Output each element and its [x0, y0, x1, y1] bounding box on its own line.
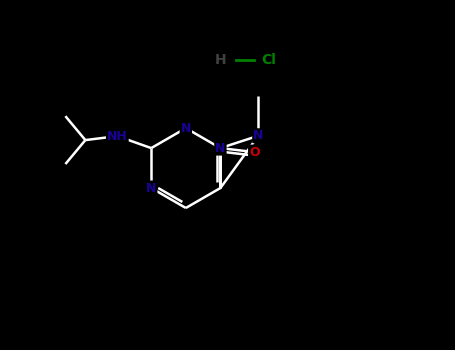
Text: N: N [181, 121, 191, 135]
Text: N: N [253, 129, 263, 142]
Text: N: N [215, 142, 226, 155]
Text: N: N [146, 182, 157, 195]
Text: O: O [249, 146, 260, 159]
Text: Cl: Cl [262, 54, 277, 68]
Text: NH: NH [107, 130, 128, 142]
Text: H: H [215, 54, 227, 68]
